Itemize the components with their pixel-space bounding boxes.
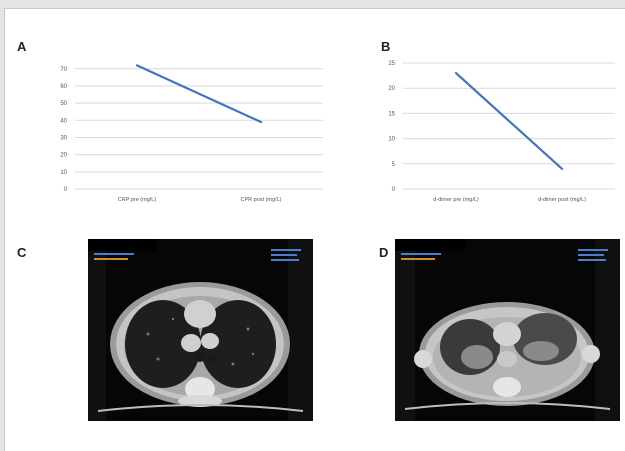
panel-label-a: A bbox=[17, 39, 27, 54]
y-tick-label: 0 bbox=[392, 187, 396, 193]
crp-line-chart: 0 10 20 30 40 50 60 70 CRP pre (mg/L) CPR post (m… bbox=[60, 64, 323, 203]
y-tick-label: 30 bbox=[60, 135, 67, 141]
panel-label-b: B bbox=[381, 39, 391, 54]
figure: A 0 10 20 30 40 50 60 70 CRP pre (mg/L) CPR post … bbox=[4, 8, 625, 451]
y-tick-label: 5 bbox=[392, 162, 396, 168]
series-line bbox=[135, 64, 263, 124]
x-tick-label: d-dimer pre (mg/L) bbox=[433, 197, 479, 203]
y-tick-label: 25 bbox=[388, 61, 395, 67]
series-line bbox=[454, 71, 564, 170]
y-tick-label: 70 bbox=[60, 67, 67, 73]
y-tick-label: 60 bbox=[60, 84, 67, 90]
y-tick-label: 0 bbox=[64, 187, 68, 193]
panel-label-c: C bbox=[17, 245, 27, 260]
ct-scan-post-image bbox=[395, 239, 620, 421]
x-tick-label: CPR post (mg/L) bbox=[241, 197, 282, 203]
y-tick-label: 10 bbox=[60, 170, 67, 176]
panel-label-d: D bbox=[379, 245, 389, 260]
y-tick-label: 40 bbox=[60, 118, 67, 124]
y-tick-label: 20 bbox=[388, 86, 395, 92]
ct-scan-pre-image bbox=[88, 239, 313, 421]
x-tick-label: d-dimer post (mg/L) bbox=[538, 197, 586, 203]
y-tick-label: 20 bbox=[60, 153, 67, 159]
y-tick-label: 10 bbox=[388, 137, 395, 143]
d-dimer-line-chart: 0 5 10 15 20 25 d-dimer pre (mg/L) d-dimer post… bbox=[388, 61, 615, 203]
x-tick-label: CRP pre (mg/L) bbox=[118, 197, 157, 203]
y-tick-label: 15 bbox=[388, 111, 395, 117]
y-tick-label: 50 bbox=[60, 101, 67, 107]
